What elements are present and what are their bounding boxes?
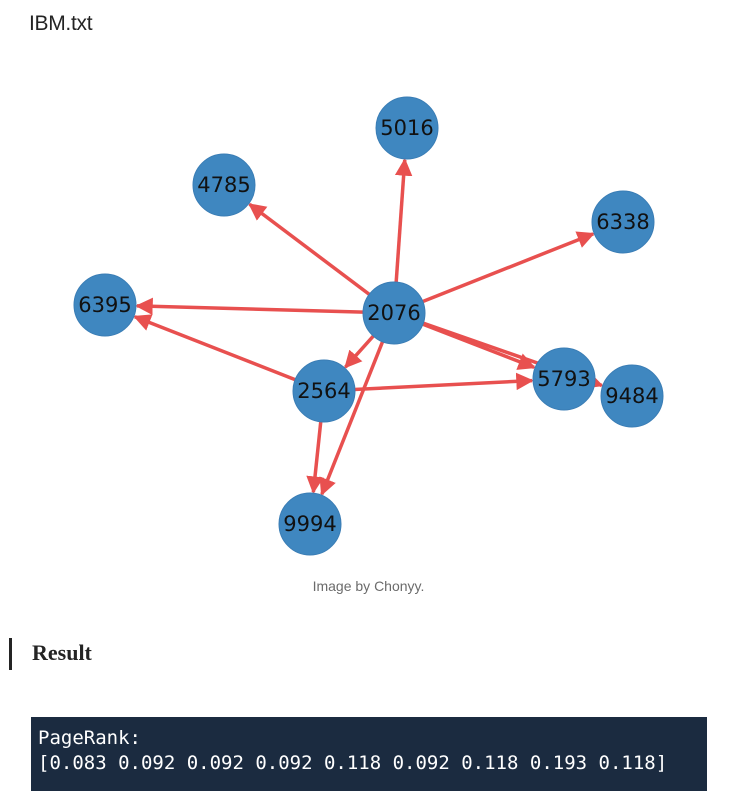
node-layer: 2076 5016 4785 6338 6395 2564 5793 9484 9994 xyxy=(73,96,664,556)
node-label: 5016 xyxy=(380,116,433,140)
file-title: IBM.txt xyxy=(29,12,93,35)
node-circle xyxy=(278,492,342,556)
node-label: 2564 xyxy=(297,379,350,403)
image-caption: Image by Chonyy. xyxy=(312,578,425,594)
node-circle xyxy=(532,347,596,411)
node-label: 6338 xyxy=(596,210,649,234)
code-line-label: PageRank: xyxy=(38,727,141,749)
node-circle xyxy=(292,359,356,423)
node-label: 2076 xyxy=(367,301,420,325)
node-label: 6395 xyxy=(78,293,131,317)
node-9994: 9994 xyxy=(278,492,342,556)
edge-2564-to-5793 xyxy=(336,372,534,393)
code-line-values: [0.083 0.092 0.092 0.092 0.118 0.092 0.1… xyxy=(38,752,668,774)
node-label: 9484 xyxy=(605,384,658,408)
node-2076: 2076 xyxy=(362,281,426,345)
node-5793: 5793 xyxy=(532,347,596,411)
node-circle xyxy=(73,273,137,337)
code-block: PageRank: [0.083 0.092 0.092 0.092 0.118 … xyxy=(31,717,707,791)
node-label: 5793 xyxy=(537,367,590,391)
node-2564: 2564 xyxy=(292,359,356,423)
node-5016: 5016 xyxy=(375,96,439,160)
node-6395: 6395 xyxy=(73,273,137,337)
node-circle xyxy=(375,96,439,160)
node-9484: 9484 xyxy=(600,364,664,428)
section-marker xyxy=(9,638,12,670)
node-circle xyxy=(600,364,664,428)
graph-diagram: 2076 5016 4785 6338 6395 2564 5793 9484 9994 xyxy=(73,96,664,556)
node-6338: 6338 xyxy=(591,190,655,254)
edge-2076-to-4785 xyxy=(248,202,386,307)
edge-2076-to-5016 xyxy=(393,158,413,301)
edge-2076-to-6338 xyxy=(404,231,595,311)
node-circle xyxy=(192,153,256,217)
node-4785: 4785 xyxy=(192,153,256,217)
node-circle xyxy=(591,190,655,254)
node-label: 4785 xyxy=(197,173,250,197)
edge-2076-to-6395 xyxy=(135,297,382,316)
edge-2076-to-9994 xyxy=(319,323,392,496)
edge-2564-to-6395 xyxy=(133,314,314,389)
node-label: 9994 xyxy=(283,512,336,536)
node-circle xyxy=(362,281,426,345)
section-heading: Result xyxy=(32,640,92,665)
